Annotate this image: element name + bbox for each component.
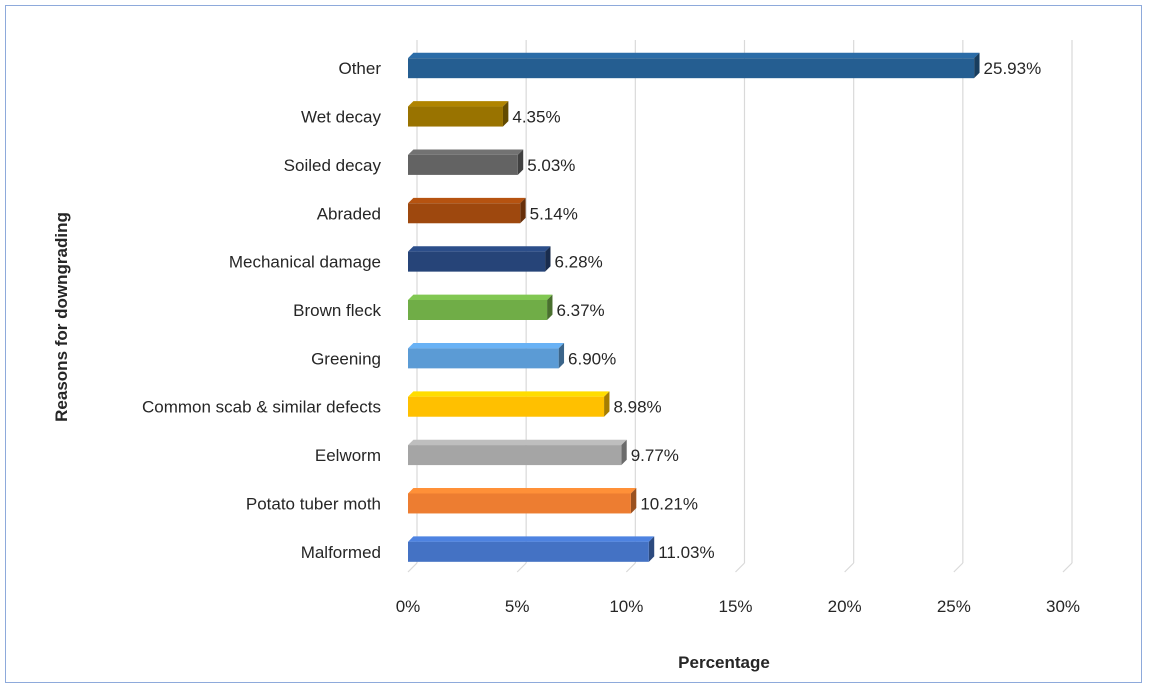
data-label: 8.98%	[613, 398, 661, 417]
bar	[408, 348, 559, 369]
gridline-floor	[1062, 562, 1073, 573]
data-label: 6.28%	[555, 253, 603, 272]
data-label: 4.35%	[512, 108, 560, 127]
gridline-floor	[953, 562, 964, 573]
bar	[408, 541, 649, 562]
gridline-floor	[844, 562, 855, 573]
bar	[408, 251, 546, 272]
data-label: 10.21%	[640, 494, 698, 513]
bar-top-face	[408, 246, 551, 252]
gridline-floor	[735, 562, 745, 573]
bars	[408, 52, 980, 562]
x-tick-label: 20%	[828, 597, 862, 616]
bar	[408, 300, 548, 320]
bar-top-face	[408, 294, 553, 300]
bar	[408, 58, 975, 79]
bar-top-face	[408, 52, 980, 59]
bar	[408, 396, 605, 417]
bar-side-face	[648, 536, 655, 562]
bar-top-face	[408, 391, 610, 397]
bar-side-face	[621, 439, 627, 466]
data-label: 6.37%	[556, 301, 604, 320]
x-tick-label: 0%	[396, 597, 421, 616]
bar-side-face	[630, 488, 637, 514]
category-label: Mechanical damage	[229, 253, 381, 272]
x-tick-label: 15%	[718, 597, 752, 616]
bar-top-face	[408, 439, 627, 446]
category-label: Brown fleck	[293, 301, 381, 320]
bar-side-face	[502, 101, 509, 127]
bar	[408, 445, 622, 466]
category-label: Potato tuber moth	[246, 494, 381, 513]
category-label: Other	[338, 59, 381, 78]
data-label: 5.03%	[527, 156, 575, 175]
gridline-floor	[407, 562, 418, 573]
bar-top-face	[408, 101, 509, 107]
category-label: Greening	[311, 349, 381, 368]
chart-frame	[5, 5, 1142, 683]
gridlines	[407, 40, 1073, 573]
bar-side-face	[547, 294, 553, 320]
gridline-floor	[516, 562, 527, 573]
bar-side-face	[520, 197, 526, 224]
bar-side-face	[545, 246, 551, 272]
bar	[408, 493, 631, 514]
data-label: 11.03%	[658, 543, 714, 562]
bar-top-face	[408, 149, 524, 155]
data-label: 6.90%	[568, 349, 616, 368]
bar-top-face	[408, 342, 565, 349]
x-tick-label: 10%	[609, 597, 643, 616]
category-label: Malformed	[301, 543, 381, 562]
y-axis-title: Reasons for downgrading	[52, 212, 71, 422]
x-tick-label: 5%	[505, 597, 530, 616]
category-label: Wet decay	[301, 108, 382, 127]
labels: 0% 5% 10% 15% 20% 25% 30% Malformed 11.03% Potato…	[142, 59, 1080, 616]
bar-top-face	[408, 197, 526, 204]
gridline-floor	[625, 562, 636, 573]
bar-side-face	[604, 391, 610, 417]
bar	[408, 106, 503, 127]
x-tick-label: 25%	[937, 597, 971, 616]
category-label: Eelworm	[315, 446, 381, 465]
category-label: Abraded	[317, 204, 381, 223]
bar-top-face	[408, 488, 637, 494]
bar-top-face	[408, 536, 655, 542]
data-label: 25.93%	[984, 59, 1042, 78]
bar	[408, 154, 518, 175]
data-label: 5.14%	[530, 204, 578, 223]
bar-side-face	[974, 52, 980, 79]
x-tick-label: 30%	[1046, 597, 1080, 616]
bar	[408, 203, 521, 224]
bar-side-face	[558, 342, 565, 369]
category-label: Soiled decay	[284, 156, 382, 175]
bar-side-face	[517, 149, 524, 175]
category-label: Common scab & similar defects	[142, 398, 381, 417]
data-label: 9.77%	[631, 446, 679, 465]
x-axis-title: Percentage	[678, 653, 770, 672]
